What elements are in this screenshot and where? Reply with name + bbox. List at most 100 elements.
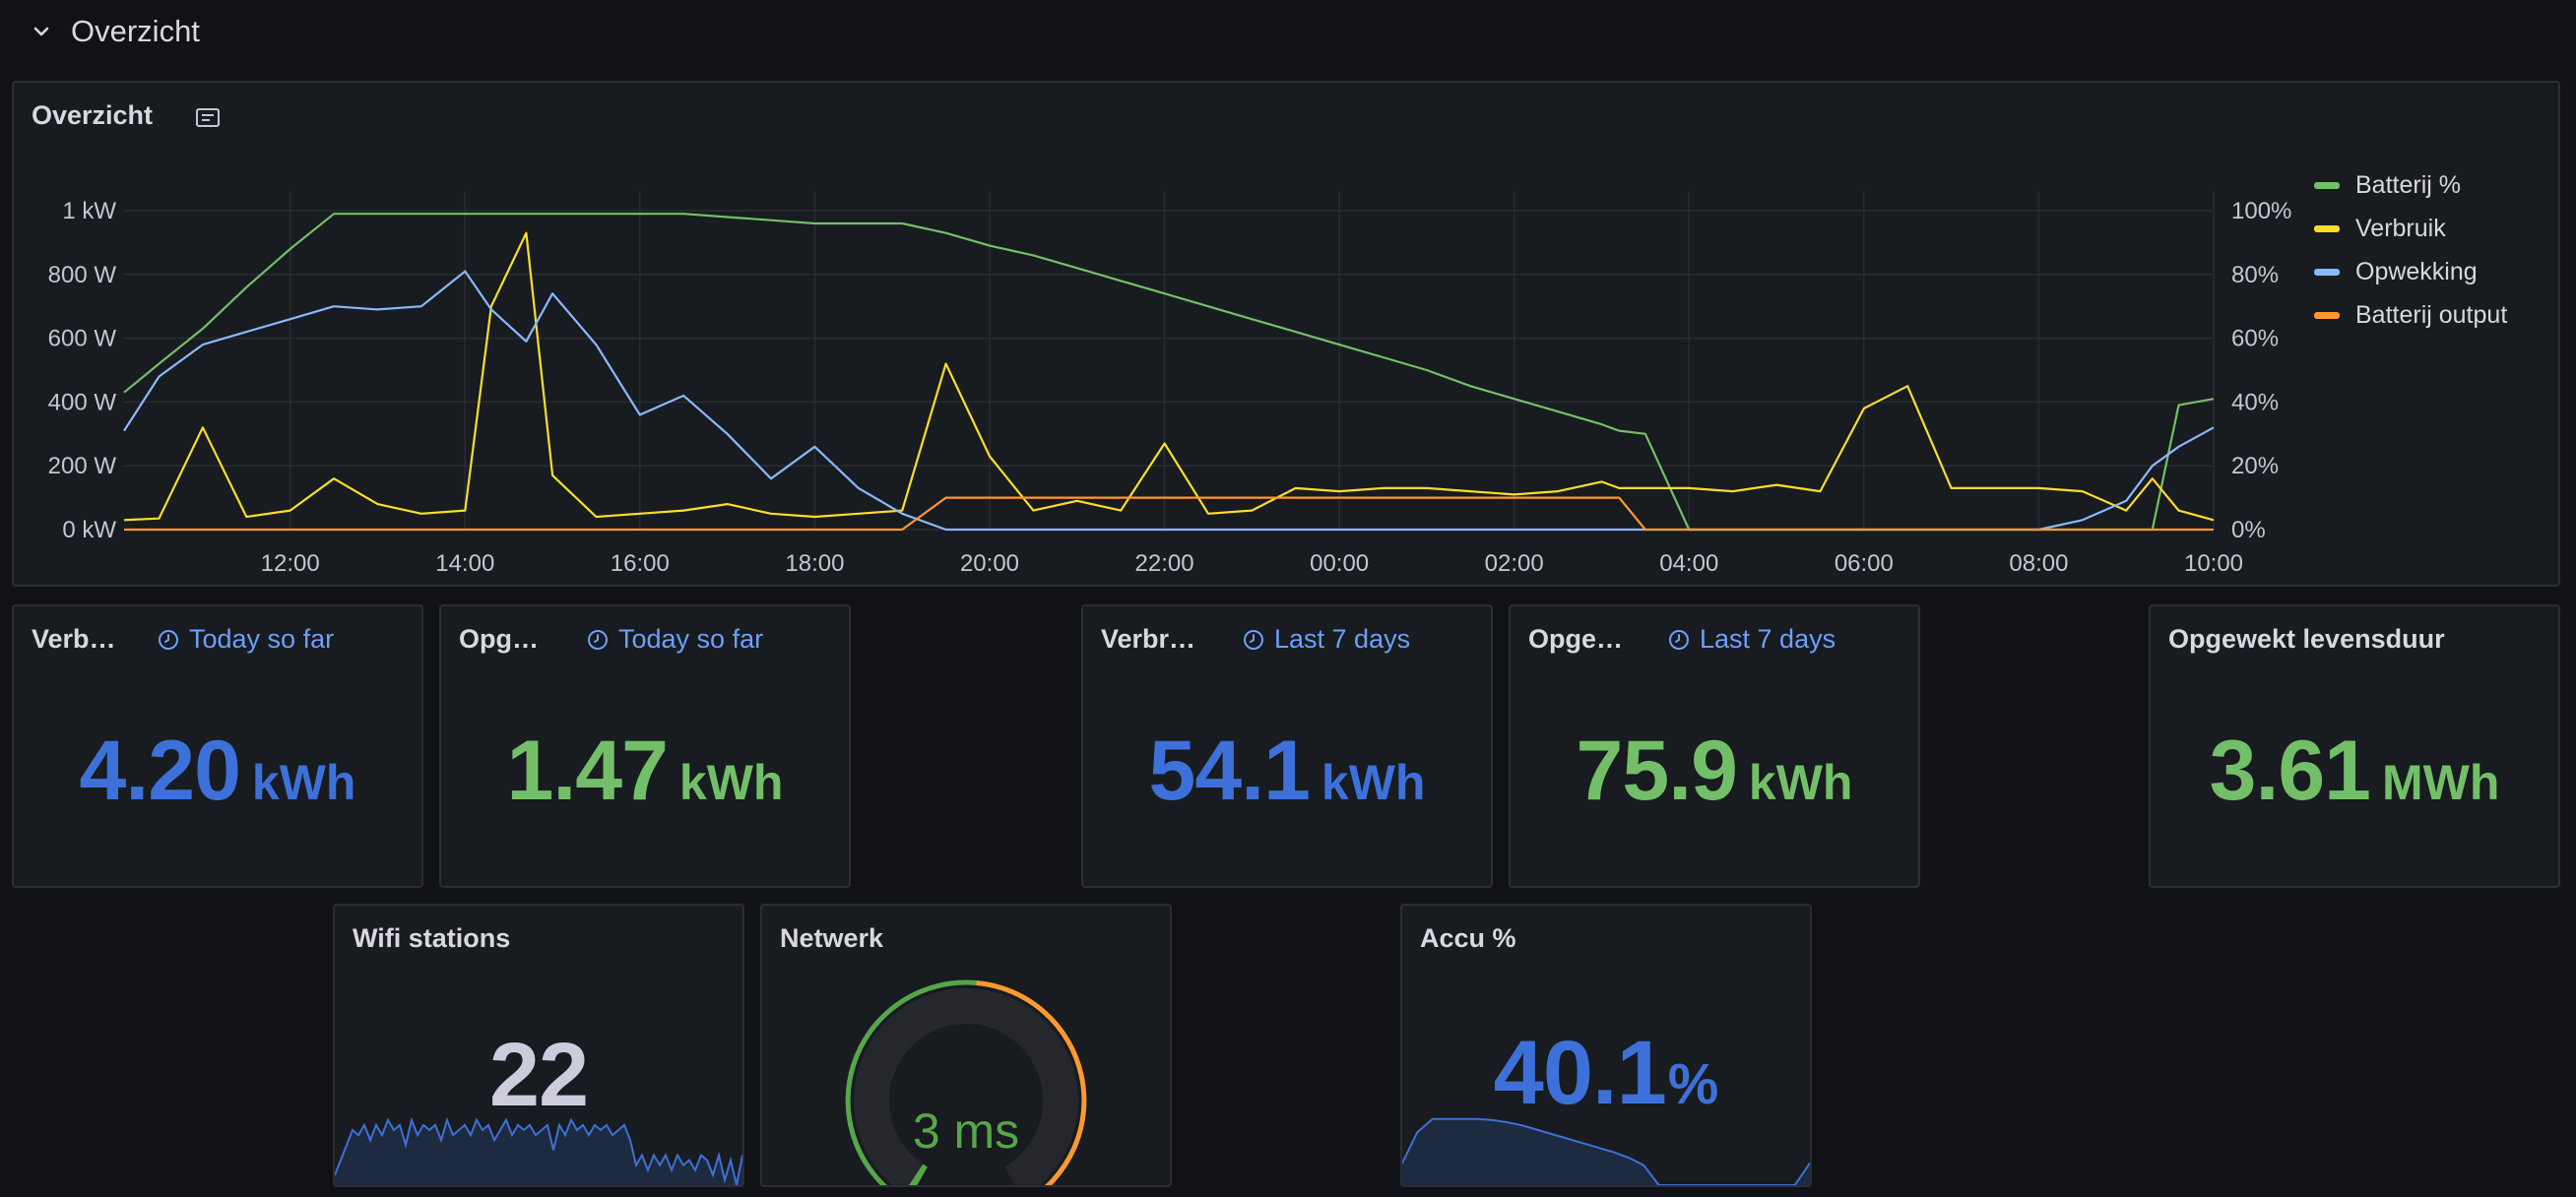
chevron-down-icon[interactable] [28,18,55,45]
panel-title: Netwerk [780,923,884,953]
stat-value: 1.47 kWh [441,723,849,820]
series-line [123,270,2215,532]
clock-icon [588,629,608,650]
gauge-threshold-orange [976,980,1087,1185]
series-line [123,213,2215,532]
legend-item-label: Batterij output [2355,301,2507,329]
stat-number: 4.20 [79,724,241,818]
legend-swatch [2314,225,2340,232]
x-tick-label: 02:00 [1485,550,1544,577]
y-left-tick-label: 1 kW [62,198,116,224]
stat-number: 75.9 [1576,724,1738,818]
stat-title: Opgewekt levensduur [2168,624,2445,654]
x-tick-label: 16:00 [611,550,670,577]
stat-title: Verb… [32,624,116,654]
stat-title: Verbr… [1101,624,1196,654]
series-line [124,496,2214,532]
y-left-tick-label: 400 W [48,389,117,415]
stat-panel-opgewekt-levensduur[interactable]: Opgewekt levensduur 3.61 MWh [2149,604,2560,888]
legend-swatch [2314,269,2340,276]
clock-icon [159,629,178,650]
x-tick-label: 14:00 [435,550,494,577]
x-tick-label: 18:00 [785,550,844,577]
sparkline-area [1402,1118,1810,1185]
sparkline-line [1402,1117,1810,1185]
stat-unit: kWh [1748,755,1853,810]
time-range-badge[interactable]: Last 7 days [1243,624,1410,655]
panel-description-icon[interactable] [193,102,223,132]
accu-panel[interactable]: Accu % 40.1% [1400,904,1812,1187]
stat-panel-verbruik-7d[interactable]: Verbr… Last 7 days 54.1 kWh [1081,604,1493,888]
stat-number: 1.47 [506,724,669,818]
x-tick-label: 06:00 [1835,550,1894,577]
stat-number: 22 [488,1025,589,1125]
gauge-track [854,987,1078,1185]
y-right-tick-label: 60% [2231,326,2279,352]
stat-panel-opgewekt-today[interactable]: Opg… Today so far 1.47 kWh [439,604,851,888]
y-left-tick-label: 600 W [48,326,117,352]
stat-number: 54.1 [1148,724,1311,818]
stat-value: 3.61 MWh [2151,723,2558,820]
y-left-tick-label: 200 W [48,453,117,479]
x-tick-label: 04:00 [1659,550,1718,577]
time-range-label: Today so far [618,624,764,654]
stat-panel-verbruik-today[interactable]: Verb… Today so far 4.20 kWh [12,604,423,888]
sparkline-area [335,1119,742,1185]
x-tick-label: 10:00 [2184,550,2243,577]
x-tick-label: 12:00 [261,550,320,577]
overview-timeseries-panel[interactable]: Overzicht 1 kW 800 W 600 W 400 W 200 W 0 kW 10… [12,81,2560,587]
y-left-tick-label: 800 W [48,262,117,288]
stat-unit: kWh [678,755,784,810]
wifi-stations-panel[interactable]: Wifi stations 22 [333,904,744,1187]
clock-icon [1244,629,1263,650]
x-tick-label: 22:00 [1135,550,1194,577]
y-right-tick-label: 40% [2231,389,2279,415]
x-tick-label: 00:00 [1310,550,1369,577]
stat-number: 3.61 [2209,724,2371,818]
panel-title: Wifi stations [353,923,511,953]
latency-gauge [845,979,1087,1185]
stat-value: 22 [335,1024,742,1127]
stat-unit: MWh [2382,755,2500,810]
stat-title: Opg… [459,624,539,654]
time-range-label: Today so far [189,624,335,654]
time-range-label: Last 7 days [1700,624,1836,654]
row-header[interactable]: Overzicht [0,0,2576,69]
time-range-badge[interactable]: Today so far [158,624,334,655]
row-title[interactable]: Overzicht [71,14,200,48]
y-right-tick-label: 80% [2231,262,2279,288]
stat-panel-opgewekt-7d[interactable]: Opge… Last 7 days 75.9 kWh [1509,604,1920,888]
stat-unit: kWh [1320,755,1426,810]
legend-item-label: Verbruik [2355,215,2446,242]
time-range-badge[interactable]: Last 7 days [1668,624,1835,655]
legend-item-label: Batterij % [2355,171,2461,199]
gauge-value-arc [909,1164,929,1185]
sparkline-line [335,1116,742,1185]
time-range-badge[interactable]: Today so far [587,624,763,655]
panel-title: Overzicht [32,100,154,130]
legend-swatch [2314,182,2340,189]
stat-number: 40.1 [1493,1023,1667,1123]
stat-unit: kWh [251,755,356,810]
stat-title: Opge… [1528,624,1624,654]
y-right-tick-label: 100% [2231,198,2291,224]
stat-unit: % [1667,1052,1719,1116]
y-right-tick-label: 20% [2231,453,2279,479]
legend-swatch [2314,312,2340,319]
stat-value: 54.1 kWh [1083,723,1491,820]
series-line [123,231,2215,522]
wifi-sparkline [335,1116,742,1185]
gauge-threshold-green [845,979,977,1185]
stat-value: 4.20 kWh [14,723,421,820]
stat-value: 40.1% [1402,1022,1810,1125]
panel-title: Accu % [1420,923,1516,953]
y-left-tick-label: 0 kW [62,517,116,543]
x-tick-label: 20:00 [960,550,1019,577]
stat-value: 75.9 kWh [1511,723,1918,820]
timeseries-chart[interactable]: 1 kW 800 W 600 W 400 W 200 W 0 kW 100% 80% 60% 40… [14,83,2560,587]
time-range-label: Last 7 days [1274,624,1411,654]
accu-sparkline [1402,1117,1810,1185]
legend-item-label: Opwekking [2355,258,2478,285]
gauge-value: 3 ms [912,1103,1020,1159]
netwerk-panel[interactable]: Netwerk 3 ms [760,904,1172,1187]
